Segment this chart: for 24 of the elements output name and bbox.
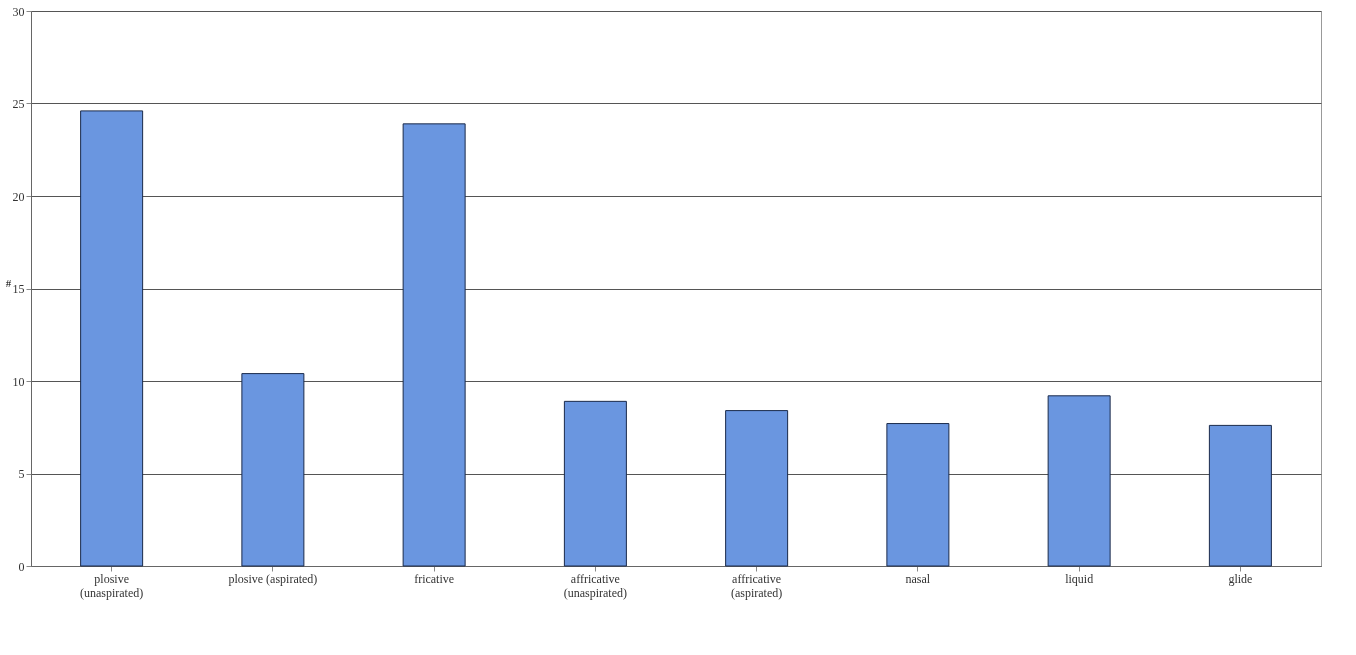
y-tick-label: 30 xyxy=(12,4,25,19)
bar xyxy=(1208,424,1272,567)
y-tick-label: 0 xyxy=(18,559,25,574)
x-tick-label: glide xyxy=(1228,571,1253,586)
bar xyxy=(563,400,627,567)
y-tick-label: 5 xyxy=(18,467,25,481)
bar xyxy=(241,373,305,567)
x-tick-label: affricative (unaspirated) xyxy=(563,571,628,600)
bar xyxy=(1047,395,1111,567)
x-tick-label: fricative xyxy=(414,571,455,586)
bar xyxy=(886,423,950,567)
x-tick-label: plosive (aspirated) xyxy=(228,571,318,586)
y-tick-label: 25 xyxy=(12,97,25,111)
y-tick-label: 15 xyxy=(12,282,25,296)
x-tick-label: nasal xyxy=(905,571,931,586)
y-axis-title: # xyxy=(5,277,12,289)
y-tick-label: 10 xyxy=(12,374,25,389)
x-tick-label: plosive (unaspirated) xyxy=(79,571,144,600)
bar xyxy=(725,410,789,567)
bar xyxy=(80,110,144,567)
x-tick-label: affricative (aspirated) xyxy=(730,571,783,600)
x-tick-label: liquid xyxy=(1065,571,1094,586)
bar xyxy=(402,123,466,567)
y-tick-label: 20 xyxy=(12,189,25,204)
